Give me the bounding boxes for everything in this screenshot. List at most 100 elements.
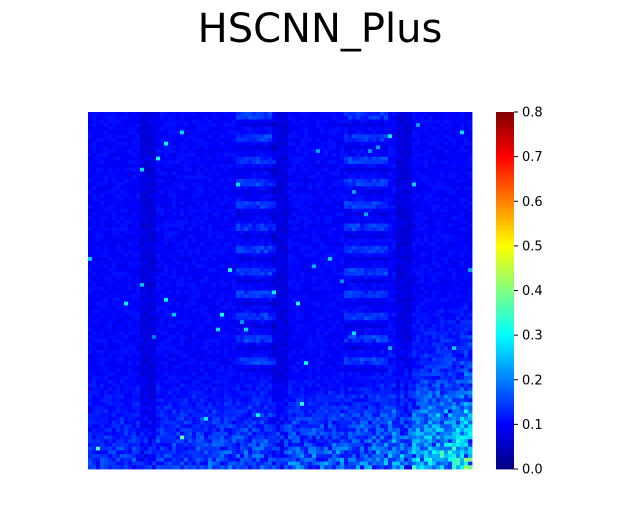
heatmap-cell xyxy=(456,301,461,306)
heatmap-cell xyxy=(240,175,245,180)
heatmap-cell xyxy=(468,178,473,184)
heatmap-cell xyxy=(160,216,165,221)
heatmap-cell xyxy=(136,297,141,303)
heatmap-cell xyxy=(220,257,225,262)
heatmap-cell xyxy=(100,234,105,239)
heatmap-cell xyxy=(436,283,441,288)
heatmap-cell xyxy=(232,134,237,139)
heatmap-cell xyxy=(188,245,193,250)
heatmap-cell xyxy=(196,119,201,124)
heatmap-cell xyxy=(448,167,453,172)
heatmap-cell xyxy=(408,119,413,124)
heatmap-cell xyxy=(456,197,461,202)
heatmap-cell xyxy=(324,216,329,221)
heatmap-cell xyxy=(348,152,353,158)
heatmap-cell xyxy=(216,182,221,187)
heatmap-cell xyxy=(268,253,273,258)
heatmap-cell xyxy=(208,283,213,288)
heatmap-cell xyxy=(284,115,289,120)
heatmap-cell xyxy=(264,297,269,303)
heatmap-cell xyxy=(184,130,189,135)
heatmap-cell xyxy=(332,175,337,180)
heatmap-cell xyxy=(280,301,285,306)
heatmap-cell xyxy=(116,238,121,243)
heatmap-cell xyxy=(148,197,153,202)
heatmap-cell xyxy=(172,223,177,228)
heatmap-cell xyxy=(116,253,121,258)
heatmap-cell xyxy=(128,264,133,269)
heatmap-cell xyxy=(416,201,421,206)
heatmap-cell xyxy=(228,268,233,273)
heatmap-cell xyxy=(120,171,125,176)
heatmap-cell xyxy=(432,115,437,120)
heatmap-cell xyxy=(140,115,145,120)
heatmap-cell xyxy=(364,245,369,250)
heatmap-cell xyxy=(152,160,157,165)
heatmap-cell xyxy=(336,260,341,265)
heatmap-cell xyxy=(232,260,237,265)
heatmap-cell xyxy=(416,216,421,221)
heatmap-cell xyxy=(304,227,309,232)
heatmap-cell xyxy=(172,112,177,117)
heatmap-cell xyxy=(164,186,169,191)
heatmap-cell xyxy=(372,290,377,295)
heatmap-cell xyxy=(272,257,277,262)
heatmap-cell xyxy=(384,279,389,284)
heatmap-cell xyxy=(228,193,233,198)
heatmap-cell xyxy=(340,227,345,232)
heatmap-cell xyxy=(404,223,409,228)
heatmap-cell xyxy=(176,115,181,120)
heatmap-cell xyxy=(244,149,249,154)
heatmap-cell xyxy=(228,164,233,169)
heatmap-cell xyxy=(400,257,405,262)
heatmap-cell xyxy=(100,182,105,187)
heatmap-cell xyxy=(244,245,249,250)
heatmap-cell xyxy=(456,242,461,247)
heatmap-cell xyxy=(380,149,385,154)
heatmap-cell xyxy=(192,223,197,228)
heatmap-cell xyxy=(380,257,385,262)
heatmap-cell xyxy=(224,134,229,139)
heatmap-cell xyxy=(460,216,465,221)
heatmap-cell xyxy=(360,208,365,213)
heatmap-cell xyxy=(460,126,465,131)
heatmap-cell xyxy=(208,164,213,169)
heatmap-cell xyxy=(252,145,257,150)
heatmap-cell xyxy=(120,234,125,239)
heatmap-cell xyxy=(160,126,165,131)
heatmap-cell xyxy=(352,286,357,291)
heatmap-cell xyxy=(456,141,461,146)
heatmap-cell xyxy=(304,264,309,269)
heatmap-cell xyxy=(392,149,397,154)
heatmap-cell xyxy=(248,178,253,184)
heatmap-cell xyxy=(240,253,245,258)
heatmap-cell xyxy=(228,178,233,184)
heatmap-cell xyxy=(424,160,429,165)
heatmap-cell xyxy=(268,134,273,139)
heatmap-cell xyxy=(120,167,125,172)
heatmap-cell xyxy=(216,253,221,258)
heatmap-cell xyxy=(148,186,153,191)
heatmap-cell xyxy=(408,145,413,150)
heatmap-cell xyxy=(140,234,145,239)
heatmap-cell xyxy=(392,227,397,232)
heatmap-cell xyxy=(208,149,213,154)
heatmap-cell xyxy=(368,208,373,213)
heatmap-cell xyxy=(344,138,349,143)
heatmap-cell xyxy=(256,231,261,236)
heatmap-cell xyxy=(336,175,341,180)
heatmap-cell xyxy=(396,301,401,306)
heatmap-cell xyxy=(292,238,297,243)
heatmap-cell xyxy=(396,290,401,295)
heatmap-cell xyxy=(448,253,453,258)
heatmap-cell xyxy=(108,223,113,228)
heatmap-cell xyxy=(340,115,345,120)
heatmap-cell xyxy=(112,264,117,269)
heatmap-cell xyxy=(220,216,225,221)
heatmap-cell xyxy=(240,201,245,206)
heatmap-cell xyxy=(236,290,241,295)
heatmap-cell xyxy=(384,257,389,262)
heatmap-cell xyxy=(248,275,253,280)
heatmap-cell xyxy=(344,216,349,221)
heatmap-cell xyxy=(88,227,93,232)
